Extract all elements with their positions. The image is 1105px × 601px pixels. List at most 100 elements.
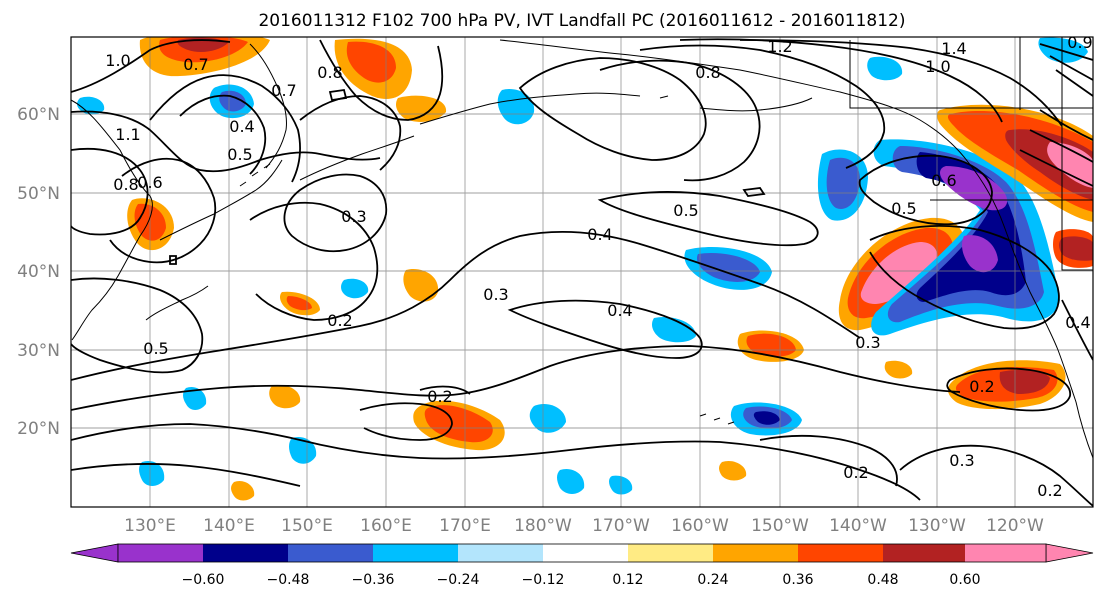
lon-label: 170°W [592, 516, 650, 536]
contour-labels: 1.0 0.7 0.8 1.2 1.4 1.0 0.8 0.7 0.4 0.5 … [105, 33, 1092, 500]
pv-contour [283, 173, 388, 253]
contour-label: 0.5 [143, 339, 168, 358]
colorbar-left-arrow [70, 543, 119, 563]
colorbar-tick-label: −0.60 [182, 572, 225, 588]
pv-contour-closed-small [742, 187, 766, 197]
shade-blob-negative-core [962, 235, 998, 273]
shade-blob-negative [529, 403, 566, 433]
pv-contour [109, 157, 217, 264]
contour-label: 1.0 [925, 57, 950, 76]
contour-label: 0.4 [587, 225, 612, 244]
shade-blob-positive [719, 460, 747, 481]
latitude-labels: 60°N 50°N 40°N 30°N 20°N [17, 105, 60, 439]
pv-contour [179, 94, 267, 175]
lon-label: 160°E [360, 516, 412, 536]
coastline-alaska [499, 39, 969, 163]
shade-blob-negative-core [826, 157, 860, 209]
contour-label: 0.8 [113, 175, 138, 194]
shade-blob-positive-core [286, 296, 312, 311]
shade-blob-negative [867, 56, 903, 81]
colorbar-tick-label: 0.24 [697, 572, 728, 588]
pv-contour [71, 39, 231, 93]
pv-contour [71, 230, 861, 381]
colorbar-ticks: −0.60 −0.48 −0.36 −0.24 −0.12 0.12 0.24 … [182, 572, 981, 588]
shade-blob-positive-core [746, 333, 796, 357]
pv-contour [1061, 299, 1093, 361]
pv-contour [1039, 43, 1093, 97]
contour-label: 0.7 [271, 81, 296, 100]
shade-blob-positive [396, 95, 447, 122]
contour-label: 1.2 [767, 37, 792, 56]
lon-label: 150°E [281, 516, 333, 536]
figure-title: 2016011312 F102 700 hPa PV, IVT Landfall… [258, 11, 905, 31]
contour-label: 0.2 [843, 463, 868, 482]
pv-contour [639, 44, 886, 169]
colorbar-tick-label: −0.12 [522, 572, 565, 588]
pv-contour [71, 463, 301, 487]
pv-contours [71, 38, 1093, 507]
colorbar-segment [118, 544, 203, 562]
shade-blob-negative [497, 88, 535, 125]
lat-label: 20°N [17, 419, 60, 439]
contour-label: 1.1 [115, 125, 140, 144]
contour-label: 0.4 [607, 301, 632, 320]
shade-blob-negative [183, 386, 207, 410]
pv-contour [71, 423, 921, 501]
shade-blob-negative [341, 278, 369, 299]
contour-label: 0.2 [969, 377, 994, 396]
contour-label: 0.8 [695, 63, 720, 82]
lat-label: 50°N [17, 184, 60, 204]
contour-label: 0.9 [1067, 33, 1092, 52]
shade-blob-positive-core [999, 370, 1050, 394]
pv-contour [739, 39, 1063, 127]
colorbar-segment [965, 544, 1046, 562]
pv-contour-closed-small [328, 88, 348, 102]
coastline-hawaii [699, 413, 735, 425]
pv-contour [1019, 109, 1093, 187]
contour-label: 0.5 [673, 201, 698, 220]
contour-label: 0.5 [227, 145, 252, 164]
shade-blob-negative-core [696, 252, 760, 282]
colorbar-segment [288, 544, 373, 562]
pv-contour [858, 154, 993, 226]
shade-blob-positive [884, 360, 913, 379]
colorbar-segment [883, 544, 965, 562]
lat-label: 30°N [17, 341, 60, 361]
shade-blob-positive-core [1059, 236, 1093, 261]
shade-blob-negative [652, 316, 696, 343]
contour-label: 0.2 [327, 311, 352, 330]
contour-label: 0.6 [137, 173, 162, 192]
pv-contour [597, 191, 819, 247]
shade-blob-positive [403, 268, 439, 302]
shade-blob-positive-core [860, 242, 938, 304]
colorbar-tick-label: −0.48 [267, 572, 310, 588]
pv-contour [899, 444, 1093, 507]
shade-blob-positive [231, 480, 255, 501]
shade-blob-negative [139, 460, 165, 486]
contour-label: 0.6 [931, 171, 956, 190]
colorbar-tick-label: 0.36 [782, 572, 813, 588]
pv-contour [71, 147, 149, 236]
colorbar-segment [543, 544, 628, 562]
shade-blob-positive [269, 384, 301, 409]
colorbar-right-arrow [1045, 543, 1094, 563]
colorbar-segment [373, 544, 458, 562]
coastline-kurils [239, 163, 271, 187]
shade-blob-negative [289, 436, 317, 464]
colorbar-segment [203, 544, 288, 562]
shade-blob-negative [557, 468, 585, 494]
colorbar-tick-label: 0.12 [612, 572, 643, 588]
coastlines [71, 37, 1093, 459]
pv-contour [599, 59, 761, 182]
colorbar-outline [117, 543, 1047, 563]
pv-contour [507, 299, 703, 359]
pv-contour [71, 345, 961, 411]
lon-label: 130°W [908, 516, 966, 536]
colorbar-segment [713, 544, 798, 562]
shade-blob-negative [77, 96, 105, 115]
colorbar-tick-label: 0.48 [867, 572, 898, 588]
lon-label: 180°W [514, 516, 572, 536]
colorbar-segment [628, 544, 713, 562]
shade-blob-positive-core [424, 405, 493, 443]
